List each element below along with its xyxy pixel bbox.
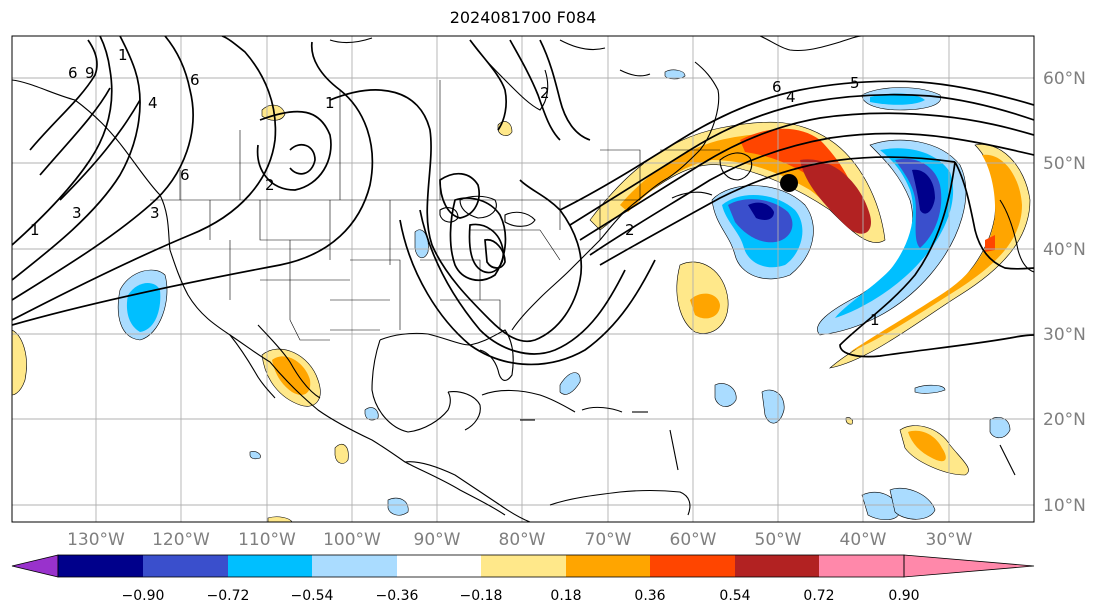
colorbar: −0.90 −0.72 −0.54 −0.36 −0.18 0.18 0.36 … — [11, 554, 1035, 604]
colorbar-swatch — [312, 555, 398, 577]
colorbar-tick-label: 0.54 — [719, 588, 750, 604]
colorbar-tick-label: −0.18 — [460, 588, 503, 604]
colorbar-swatch — [481, 555, 567, 577]
colorbar-swatch — [228, 555, 314, 577]
contour-label: 2 — [625, 221, 635, 239]
map-title: 2024081700 F084 — [449, 8, 597, 27]
contour-label: 3 — [150, 204, 160, 222]
contour-label: 1 — [30, 221, 40, 239]
colorbar-tick-label: −0.54 — [291, 588, 334, 604]
graticule — [12, 36, 1034, 522]
lat-label: 40°N — [1043, 240, 1086, 260]
contour-label: 6 — [180, 166, 190, 184]
colorbar-left-extend — [11, 554, 59, 578]
political-borders — [150, 80, 720, 341]
lon-label: 110°W — [238, 530, 296, 550]
colorbar-tick-labels: −0.90 −0.72 −0.54 −0.36 −0.18 0.18 0.36 … — [122, 588, 920, 604]
colorbar-right-extend — [903, 554, 1035, 578]
lon-label: 40°W — [840, 530, 887, 550]
contour-label: 1 — [870, 311, 880, 329]
lon-label: 90°W — [414, 530, 461, 550]
longitude-labels: 130°W 120°W 110°W 100°W 90°W 80°W 70°W 6… — [67, 530, 973, 550]
colorbar-tick-label: −0.72 — [207, 588, 250, 604]
colorbar-tick-label: 0.90 — [888, 588, 919, 604]
lon-label: 80°W — [499, 530, 546, 550]
lon-label: 50°W — [755, 530, 802, 550]
colorbar-swatch — [566, 555, 652, 577]
contour-labels: 6 9 3 6 1 3 4 1 2 6 4 5 6 1 1 2 2 — [30, 46, 880, 329]
lon-label: 70°W — [585, 530, 632, 550]
plot-area — [12, 36, 1034, 522]
contour-label: 6 — [190, 71, 200, 89]
lat-label: 30°N — [1043, 325, 1086, 345]
lon-label: 120°W — [152, 530, 210, 550]
lat-label: 60°N — [1043, 69, 1086, 89]
contour-label: 9 — [85, 64, 95, 82]
contour-label: 3 — [72, 204, 82, 222]
contour-label: 6 — [772, 78, 782, 96]
plot-border — [11, 35, 1035, 523]
colorbar-swatch — [143, 555, 229, 577]
colorbar-tick-label: 0.72 — [803, 588, 834, 604]
colorbar-tick-label: −0.36 — [376, 588, 419, 604]
colorbar-swatch — [819, 555, 905, 577]
height-contours — [12, 36, 1034, 366]
colorbar-tick-label: 0.18 — [550, 588, 581, 604]
contour-label: 2 — [265, 176, 275, 194]
contour-label: 1 — [325, 94, 335, 112]
contour-label: 4 — [786, 88, 796, 106]
contour-label: 6 — [68, 64, 78, 82]
coastlines — [12, 36, 1034, 522]
lon-label: 100°W — [323, 530, 381, 550]
colorbar-swatch — [650, 555, 736, 577]
contour-label: 1 — [118, 46, 128, 64]
lon-label: 130°W — [67, 530, 125, 550]
lat-label: 50°N — [1043, 154, 1086, 174]
colorbar-tick-label: 0.36 — [634, 588, 665, 604]
colorbar-swatch — [58, 555, 144, 577]
colorbar-swatch — [397, 555, 483, 577]
latitude-labels: 60°N 50°N 40°N 30°N 20°N 10°N — [1043, 69, 1086, 516]
contour-label: 2 — [540, 84, 550, 102]
lon-label: 30°W — [926, 530, 973, 550]
colorbar-tick-label: −0.90 — [122, 588, 165, 604]
lon-label: 60°W — [670, 530, 717, 550]
colorbar-frame — [57, 554, 905, 578]
storm-position-marker — [780, 174, 798, 192]
contour-label: 5 — [850, 74, 860, 92]
contour-label: 4 — [148, 94, 158, 112]
lat-label: 20°N — [1043, 410, 1086, 430]
shaded-anomalies — [12, 69, 1031, 522]
lat-label: 10°N — [1043, 496, 1086, 516]
colorbar-swatch — [735, 555, 821, 577]
